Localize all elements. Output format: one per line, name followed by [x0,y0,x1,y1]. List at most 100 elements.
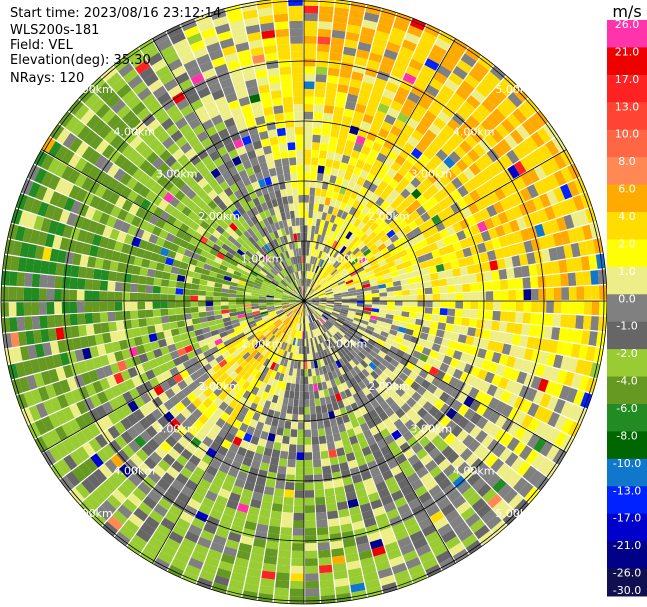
velocity-gate [374,271,384,278]
velocity-gate [176,212,188,223]
velocity-gate [340,289,349,293]
velocity-gate [221,363,231,372]
velocity-gate [227,235,237,244]
velocity-gate [375,206,385,217]
velocity-gate [243,193,252,203]
velocity-gate [168,504,183,518]
velocity-gate [177,154,189,166]
velocity-gate [233,374,242,384]
velocity-gate [38,288,47,301]
velocity-gate [497,211,509,225]
velocity-gate [240,256,249,264]
velocity-gate [308,330,312,339]
velocity-gate [326,304,334,308]
velocity-gate [266,299,274,301]
velocity-gate [356,96,369,107]
velocity-gate [157,478,171,491]
velocity-gate [290,257,294,265]
velocity-gate [245,282,254,288]
velocity-gate [155,331,165,341]
velocity-gate [157,338,168,348]
velocity-gate [350,1,366,12]
velocity-gate [304,444,312,453]
velocity-gate [599,301,607,316]
velocity-gate [101,500,117,515]
velocity-gate [476,319,485,329]
velocity-gate [394,214,404,225]
velocity-gate [560,166,574,183]
velocity-gate [295,288,300,295]
velocity-gate [366,353,375,362]
velocity-gate [524,486,540,503]
velocity-gate [478,301,486,310]
velocity-gate [59,352,70,366]
velocity-gate [486,113,501,128]
velocity-gate [251,101,263,111]
velocity-gate [591,285,600,300]
velocity-gate [304,263,306,271]
velocity-gate [259,14,274,25]
velocity-gate [331,283,339,289]
velocity-gate [141,230,152,242]
velocity-gate [382,173,393,185]
velocity-gate [290,35,303,44]
velocity-gate [531,453,546,470]
velocity-gate [263,193,271,202]
velocity-gate [320,269,327,277]
velocity-gate [314,284,321,291]
velocity-gate [168,185,180,197]
velocity-gate [250,325,259,332]
velocity-gate [342,397,351,407]
velocity-gate [461,317,470,327]
velocity-gate [390,161,402,172]
velocity-gate [121,144,135,158]
velocity-gate [293,505,304,514]
velocity-gate [435,329,445,338]
velocity-gate [318,250,323,259]
velocity-gate [271,267,279,275]
velocity-gate [304,232,308,241]
velocity-gate [445,194,457,206]
velocity-gate [234,402,244,413]
velocity-gate [123,233,134,245]
velocity-gate [273,441,282,451]
velocity-gate [512,108,527,124]
velocity-gate [492,143,506,158]
velocity-gate [192,231,203,241]
velocity-gate [537,275,546,288]
velocity-gate [521,265,530,278]
velocity-gate [368,361,378,371]
velocity-gate [498,377,510,390]
velocity-gate [88,438,102,453]
velocity-gate [122,391,134,404]
velocity-gate [310,330,314,338]
velocity-gate [243,111,255,121]
velocity-gate [221,284,230,290]
velocity-gate [358,152,369,163]
velocity-gate [48,368,60,383]
velocity-gate [326,264,333,272]
velocity-gate [289,436,297,445]
velocity-gate [338,508,350,518]
velocity-gate [208,392,218,403]
velocity-gate [282,306,291,311]
velocity-gate [102,225,113,238]
velocity-gate [394,183,405,194]
velocity-gate [326,330,333,338]
velocity-gate [172,259,182,268]
velocity-gate [436,91,451,105]
velocity-gate [524,136,539,152]
velocity-gate [192,124,205,136]
velocity-gate [95,103,111,119]
velocity-gate [419,332,429,341]
velocity-gate [407,135,420,148]
velocity-gate [315,336,321,345]
start-time-label: Start time: 2023/08/16 23:12:14 [10,6,222,21]
velocity-gate [375,385,386,395]
velocity-gate [271,394,279,404]
velocity-gate [267,377,275,386]
velocity-gate [452,267,461,277]
velocity-gate [271,345,278,354]
velocity-gate [501,75,518,92]
velocity-gate [266,301,274,303]
